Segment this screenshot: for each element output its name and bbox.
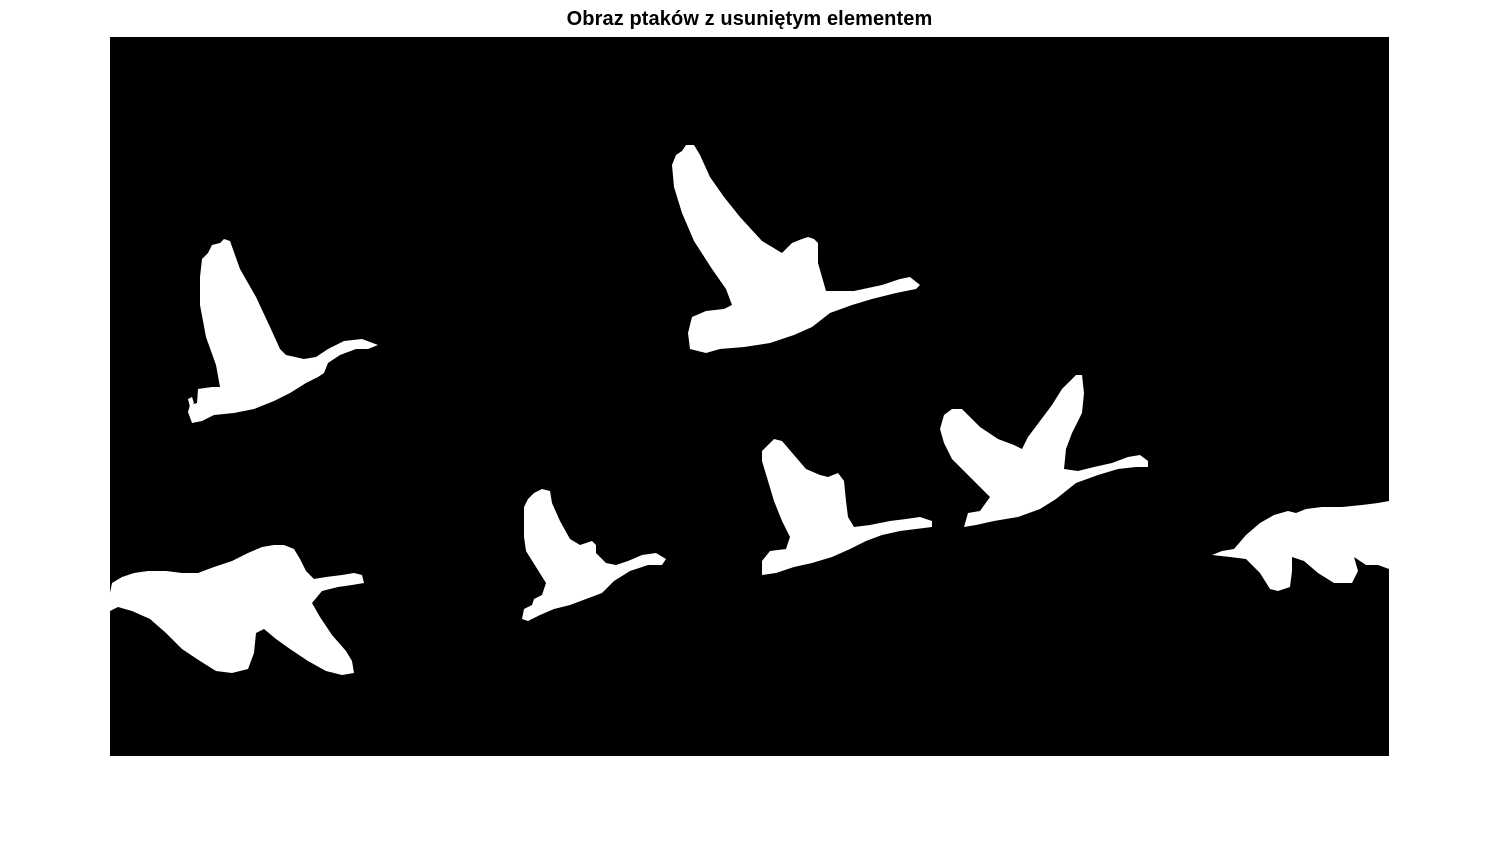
bird-silhouette — [188, 239, 378, 423]
binary-image — [110, 37, 1389, 756]
bird-silhouette — [940, 375, 1148, 527]
bird-silhouette — [522, 489, 666, 621]
bird-silhouette — [110, 545, 364, 675]
bird-silhouette — [1212, 501, 1389, 591]
bird-silhouette — [762, 439, 932, 575]
figure-title: Obraz ptaków z usuniętym elementem — [566, 8, 933, 30]
bird-silhouette — [672, 145, 920, 353]
bird-silhouettes — [110, 145, 1389, 675]
